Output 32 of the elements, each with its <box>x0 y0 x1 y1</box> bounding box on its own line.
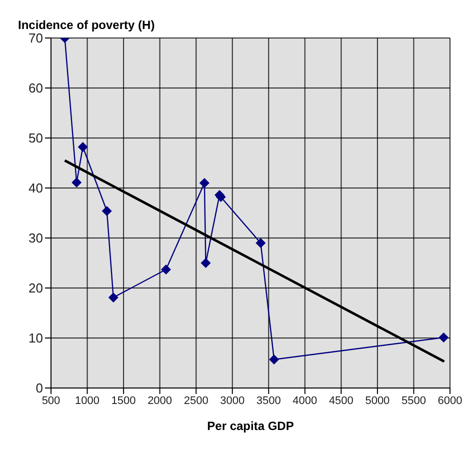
x-tick-label: 4000 <box>292 394 318 407</box>
point <box>108 292 118 302</box>
y-tick-label: 10 <box>28 330 43 346</box>
point <box>256 238 266 248</box>
x-tick-label: 500 <box>42 394 60 407</box>
x-tick-label: 2500 <box>184 394 208 407</box>
point <box>72 178 82 188</box>
x-tick-label: 5000 <box>365 394 390 407</box>
x-tick-label: 5500 <box>401 394 426 407</box>
point <box>78 142 88 152</box>
x-tick-label: 4500 <box>328 394 354 407</box>
y-tick-label: 70 <box>28 30 43 46</box>
x-tick-label: 1000 <box>75 394 100 407</box>
y-tick-label: 20 <box>28 280 43 296</box>
x-tick-label: 1500 <box>111 394 136 407</box>
point <box>269 354 280 364</box>
x-tick-label: 6000 <box>438 394 462 407</box>
y-tick-label: 30 <box>28 230 43 246</box>
x-tick-label: 3000 <box>220 394 245 407</box>
y-tick-label: 40 <box>28 180 43 196</box>
y-tick-label: 60 <box>28 80 43 96</box>
point <box>200 258 211 268</box>
point <box>199 178 210 188</box>
point <box>438 332 449 342</box>
x-axis-title: Per capita GDP <box>207 419 294 433</box>
x-tick-label: 2000 <box>148 394 172 407</box>
point <box>102 206 112 216</box>
x-tick-label: 3500 <box>256 394 281 407</box>
y-tick-label: 50 <box>28 130 43 146</box>
point <box>160 264 171 274</box>
y-tick-label: 0 <box>36 380 43 396</box>
y-axis-title: Incidence of poverty (H) <box>18 18 155 32</box>
